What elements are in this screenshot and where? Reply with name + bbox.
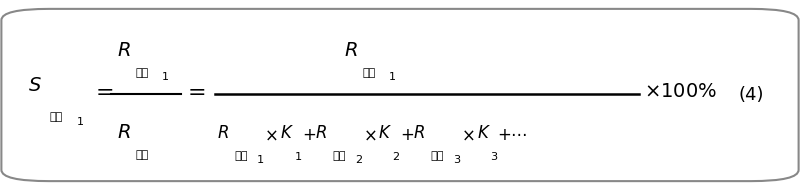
Text: 产物: 产物 [362,67,376,78]
Text: $3$: $3$ [490,150,498,162]
Text: $=$: $=$ [90,81,114,101]
Text: $R$: $R$ [413,124,425,142]
Text: $R$: $R$ [314,124,326,142]
Text: $R$: $R$ [117,123,130,142]
Text: $K$: $K$ [281,124,294,142]
Text: 电子: 电子 [135,150,149,160]
Text: 产物: 产物 [430,151,444,161]
Text: 产物: 产物 [50,112,62,123]
Text: $\times$: $\times$ [461,126,474,144]
Text: $K$: $K$ [477,124,490,142]
Text: $R$: $R$ [217,124,229,142]
Text: $2$: $2$ [354,153,362,165]
Text: $3$: $3$ [453,153,461,165]
Text: $\times$: $\times$ [362,126,376,144]
Text: $1$: $1$ [161,70,169,82]
Text: $R$: $R$ [117,41,130,60]
Text: 产物: 产物 [135,67,149,78]
Text: 产物: 产物 [234,151,248,161]
Text: $=$: $=$ [183,81,206,101]
Text: $S$: $S$ [28,76,42,95]
Text: $+$: $+$ [302,126,316,144]
Text: $2$: $2$ [392,150,400,162]
Text: $1$: $1$ [75,115,83,127]
Text: $K$: $K$ [378,124,392,142]
Text: $1$: $1$ [294,150,302,162]
Text: $+\cdots$: $+\cdots$ [498,126,528,144]
Text: $R$: $R$ [344,41,358,60]
Text: (4): (4) [739,86,764,104]
Text: $+$: $+$ [400,126,414,144]
Text: $\times100\%$: $\times100\%$ [644,82,717,101]
Text: 产物: 产物 [332,151,346,161]
Text: $\times$: $\times$ [265,126,278,144]
FancyBboxPatch shape [2,9,798,181]
Text: $1$: $1$ [257,153,265,165]
Text: $1$: $1$ [388,70,396,82]
